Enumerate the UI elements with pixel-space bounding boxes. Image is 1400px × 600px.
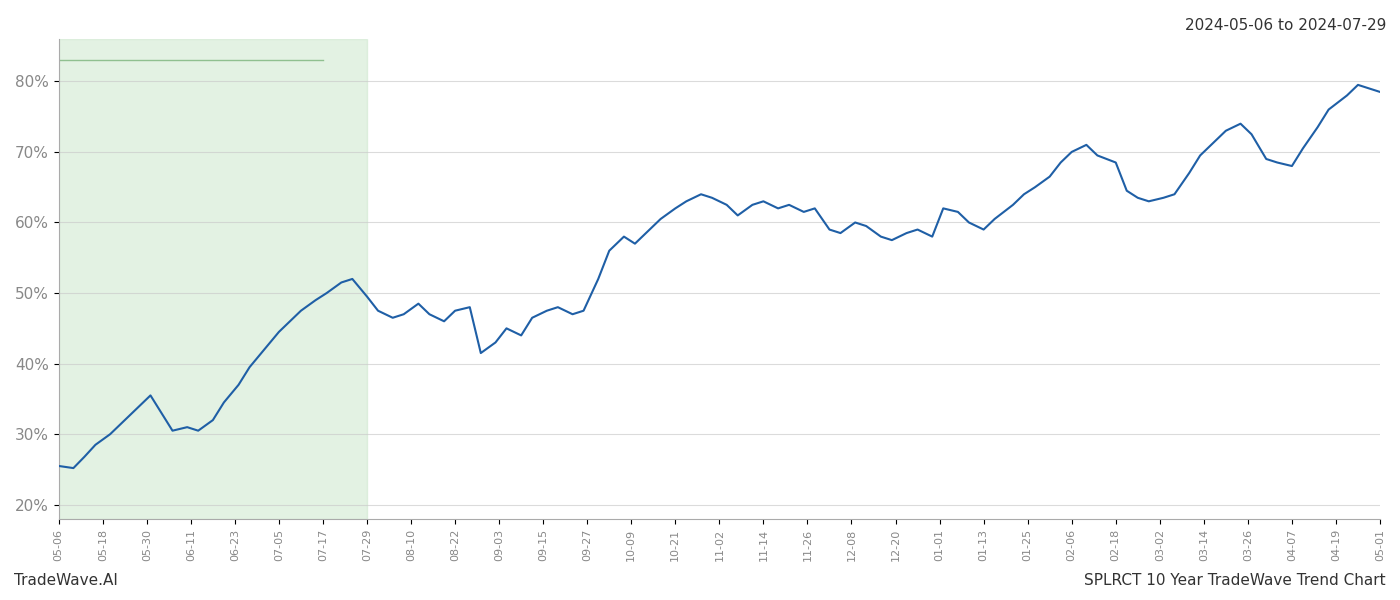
Text: TradeWave.AI: TradeWave.AI [14, 573, 118, 588]
Text: SPLRCT 10 Year TradeWave Trend Chart: SPLRCT 10 Year TradeWave Trend Chart [1085, 573, 1386, 588]
Text: 2024-05-06 to 2024-07-29: 2024-05-06 to 2024-07-29 [1184, 18, 1386, 33]
Bar [59, 39, 367, 519]
